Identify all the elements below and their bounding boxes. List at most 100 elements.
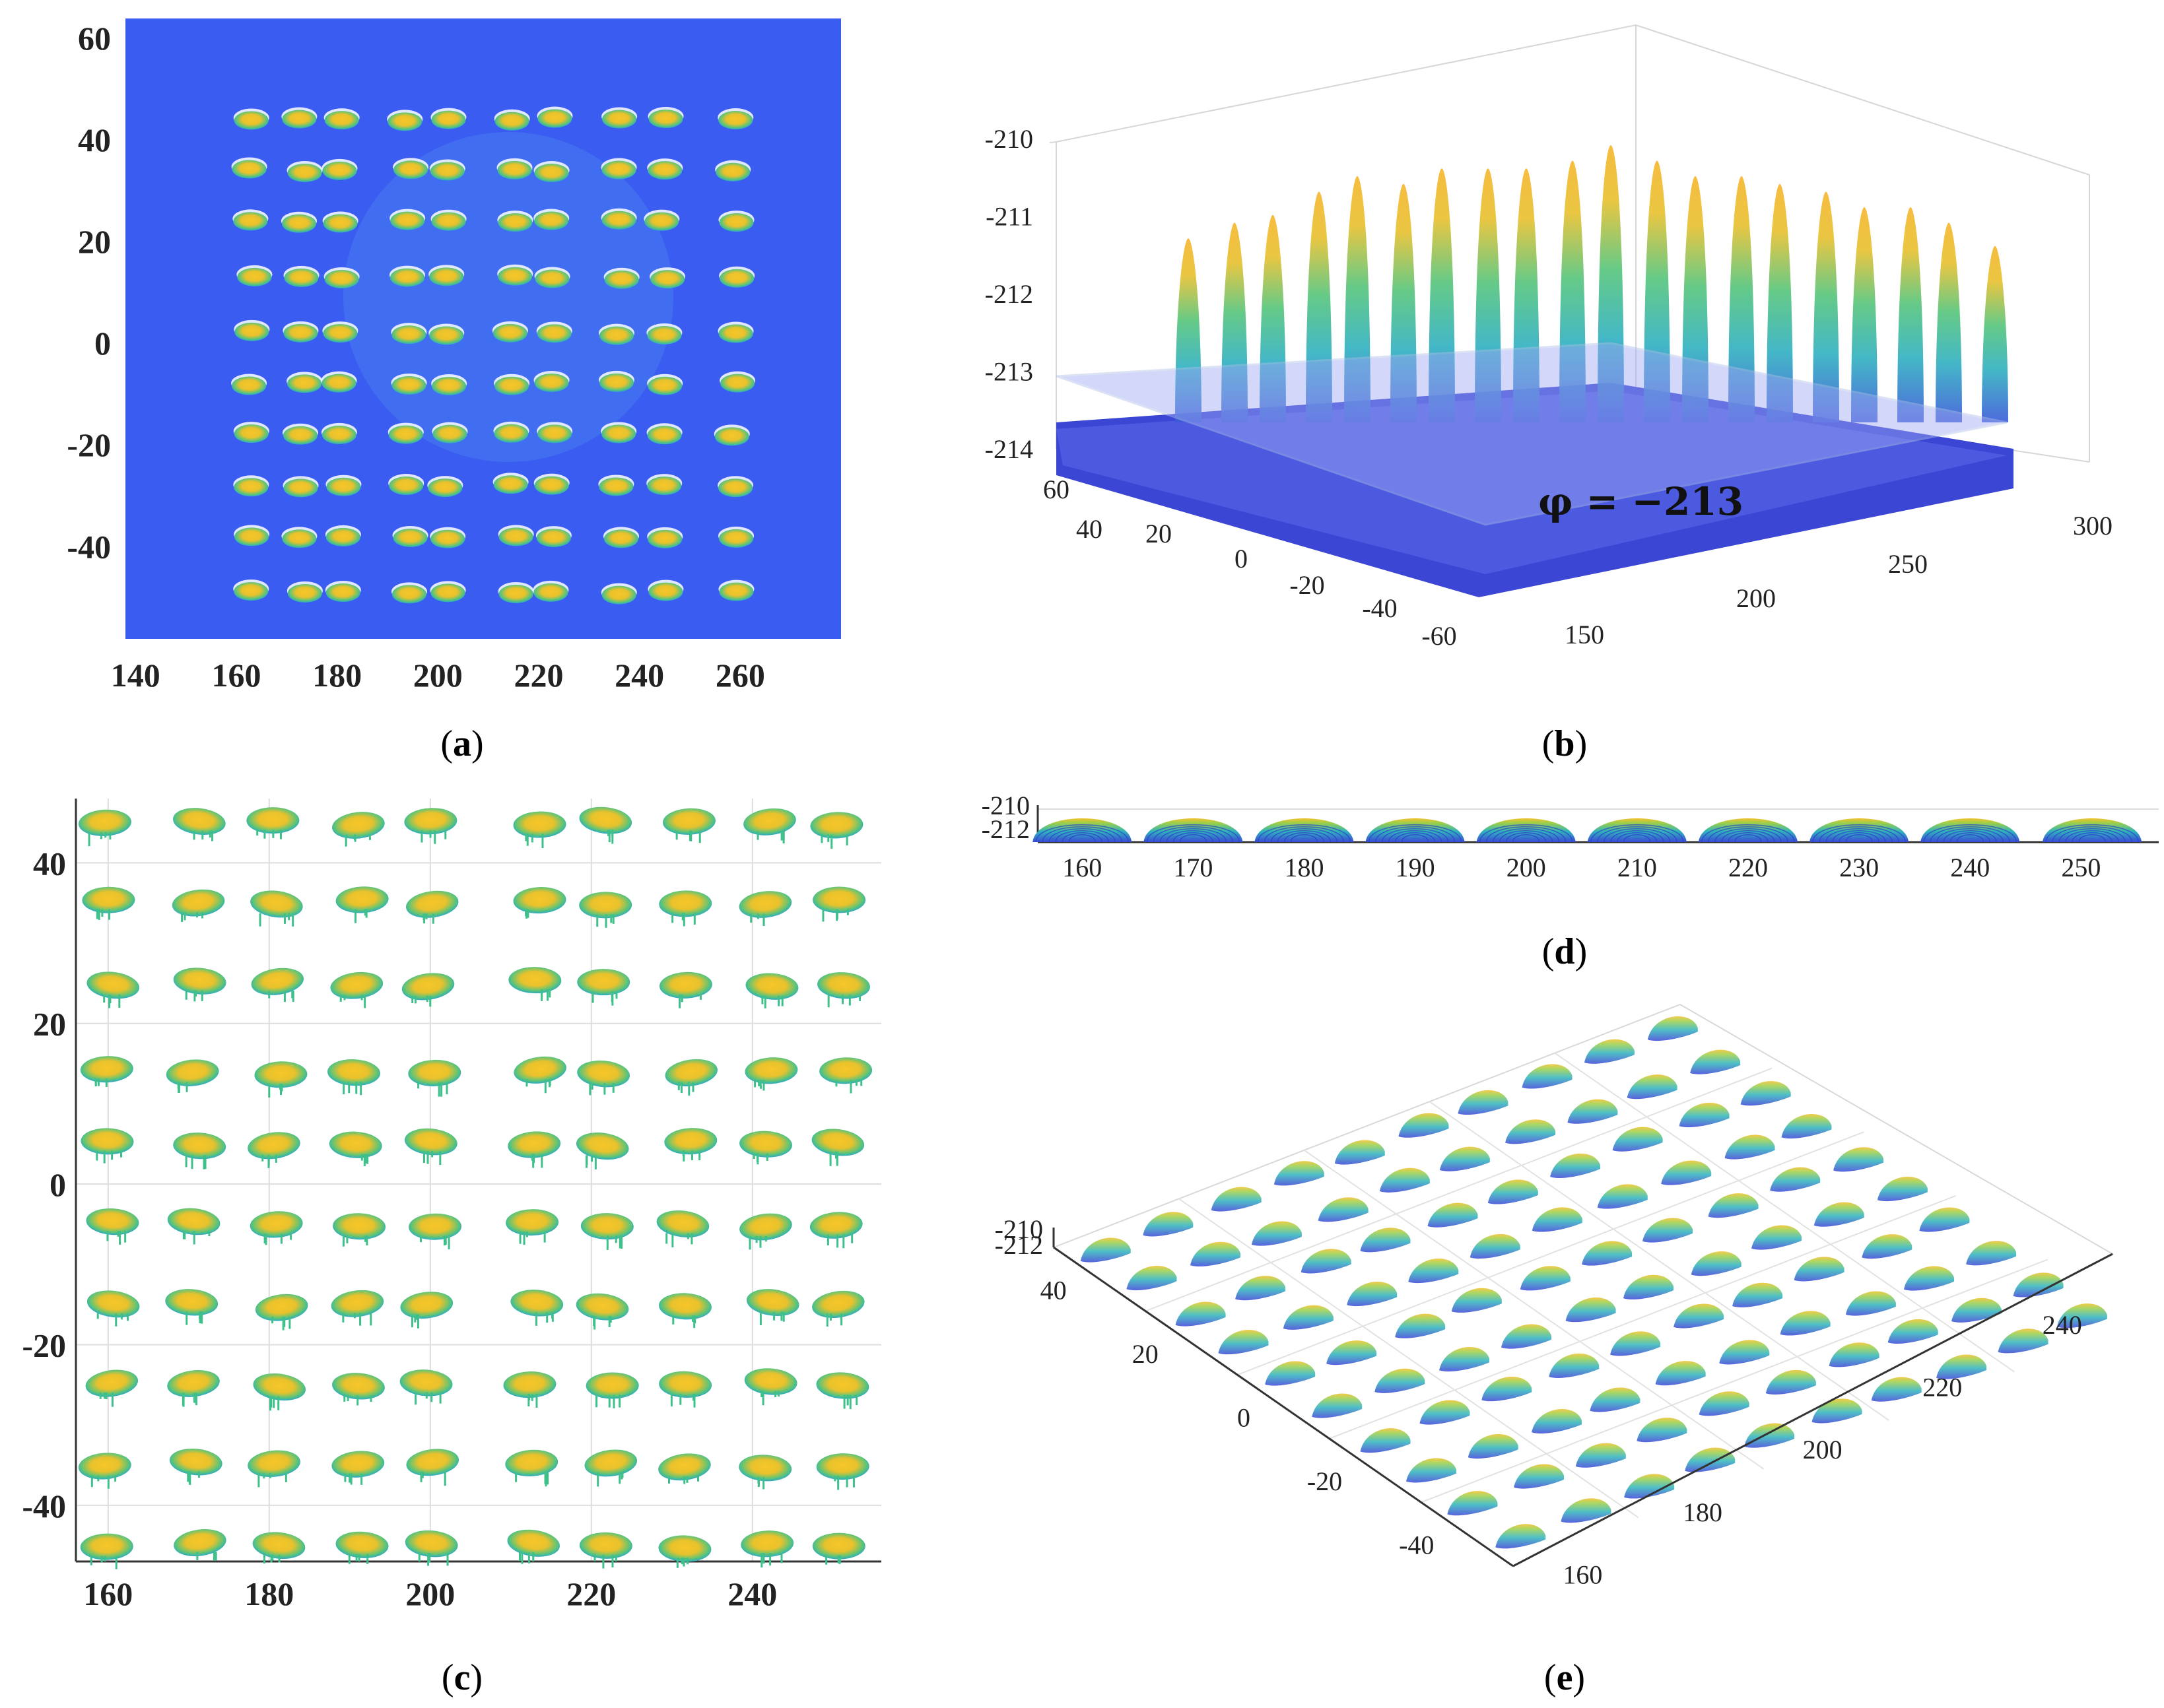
panel-c-x-ticks: 160 180 200 220 240 [83, 1575, 777, 1612]
panel-c-seed [745, 1057, 798, 1084]
panel-d-seed-contour [1734, 834, 1762, 843]
panel-a-seed [647, 476, 682, 496]
panel-c-seed [173, 808, 226, 835]
panel-c-seed [743, 808, 796, 836]
panel-e-seed-profile [1395, 1313, 1446, 1338]
panel-b-z-tick: -212 [985, 279, 1033, 309]
panel-a-seed [714, 427, 749, 446]
panel-d-seed-contour [1166, 830, 1221, 843]
panel-e-seed-profile [1732, 1282, 1783, 1307]
panel-a-x-tick: 180 [312, 657, 362, 694]
panel-a-seed [232, 376, 267, 395]
panel-d-seed-contour [2078, 834, 2106, 843]
panel-e-seed-profile [1919, 1207, 1970, 1232]
panel-d-seed-contour [2052, 826, 2132, 843]
panel-c-seed [250, 1211, 303, 1238]
panel-b-z-tick: -211 [986, 202, 1033, 232]
panel-e-seed-profile [1691, 1251, 1741, 1276]
panel-c-seed [739, 1213, 792, 1241]
panel-d-seed-contour [1499, 830, 1553, 843]
panel-e-seed-profile [1877, 1176, 1928, 1202]
panel-e-seed-profile [1794, 1257, 1844, 1282]
panel-d-seed-contour [1388, 830, 1442, 843]
panel-e-grid-line [1237, 1131, 1864, 1376]
panel-a-x-tick: 140 [111, 657, 160, 694]
panel-d-x-tick: 160 [1062, 853, 1102, 882]
panel-c-seed [746, 1289, 799, 1317]
panel-e-grid-line [1329, 1195, 1956, 1439]
panel-e-seed-profile [1419, 1400, 1470, 1425]
panel-d-z-ticks: -210-212 [982, 791, 1030, 844]
panel-a-seed [430, 583, 465, 603]
panel-a-seed [321, 374, 356, 393]
panel-a-seed [537, 109, 572, 128]
panel-a-seed [497, 160, 532, 180]
panel-a-seed [650, 270, 685, 289]
panel-e-y-axis [1053, 1246, 1514, 1567]
panel-e-seed-profile [1408, 1258, 1459, 1284]
panel-c-seed [174, 1529, 226, 1557]
panel-c-seed [252, 1532, 306, 1560]
panel-e-seed-profile [1481, 1377, 1532, 1402]
panel-a-x-tick: 220 [514, 657, 563, 694]
panel-d-seed-contour [1257, 824, 1351, 843]
panel-e-seed-profile [1661, 1160, 1712, 1185]
panel-e-seed-profile [1447, 1491, 1498, 1516]
panel-e-grid-line [1178, 1198, 1639, 1519]
panel-a-seed [537, 424, 572, 443]
panel-e-seed-profile [1845, 1291, 1896, 1316]
panel-a-seed [389, 476, 424, 496]
panel-e-seed-profile [1744, 1423, 1795, 1448]
panel-e-seed-profile [1143, 1212, 1194, 1237]
panel-d-seed-contour [1819, 826, 1899, 843]
panel-e-seed-profile [1427, 1202, 1478, 1228]
panel-c-seed [662, 808, 716, 835]
panel-c-seed [331, 1451, 385, 1478]
panel-c-seed [80, 1056, 133, 1083]
panel-e-grid-line [1554, 1052, 2015, 1373]
panel-e-seed-profile [1655, 1361, 1706, 1386]
panel-e-seed-profile [1522, 1064, 1572, 1089]
panel-b-z-tick: -213 [985, 357, 1033, 387]
panel-c-x-tick: 160 [83, 1575, 133, 1612]
panel-c-seed [81, 1128, 134, 1155]
panel-b-peak [1644, 160, 1670, 422]
panel-b-peak [1682, 176, 1708, 422]
panel-c-seed [506, 1209, 559, 1236]
panel-d-seed-contour [1290, 834, 1318, 843]
panel-d-seed-contour [1042, 826, 1122, 843]
panel-d-seed-contour [1277, 830, 1332, 843]
panel-e-seed-profile [1637, 1418, 1687, 1443]
panel-e-seed-profile [1251, 1221, 1302, 1246]
panel-e-y-tick: -40 [1399, 1530, 1434, 1560]
panel-d-seed-contour [1845, 834, 1873, 843]
panel-d-seed-contour [2045, 824, 2139, 843]
panel-c-seed [173, 968, 226, 995]
panel-a-seed [393, 160, 428, 180]
panel-e-seed-profile [1590, 1387, 1640, 1412]
panel-a-seed [326, 477, 361, 496]
panel-e-seed-profile [1175, 1301, 1226, 1327]
panel-e-seed-profile [1966, 1241, 2017, 1266]
panel-c-seed [255, 1294, 308, 1321]
panel-d-x-tick: 210 [1617, 853, 1657, 882]
panel-c-seed [816, 1372, 869, 1399]
panel-c-seed [810, 812, 863, 839]
panel-b-peak [1559, 160, 1586, 422]
panel-b-x-ticks: 150 200 250 300 [1565, 511, 2113, 649]
panel-e-seed-profile [1458, 1090, 1508, 1115]
panel-a-y-tick: -20 [67, 426, 111, 463]
panel-c-x-tick: 200 [405, 1575, 455, 1612]
panel-a-seed [234, 478, 269, 497]
panel-e-seed-profile [1301, 1249, 1351, 1274]
panel-c-seed [332, 1373, 385, 1400]
panel-e-seed-profile [1597, 1184, 1648, 1209]
panel-c-seed [659, 1293, 712, 1320]
panel-e-seed-profile [1829, 1342, 1879, 1367]
panel-c-seed [248, 1132, 300, 1160]
panel-e-seed-profile [1468, 1433, 1518, 1459]
panel-d-seed-contour [1708, 826, 1788, 843]
panel-b-peak [1982, 246, 2008, 422]
panel-d-seed-contour [1270, 828, 1338, 843]
